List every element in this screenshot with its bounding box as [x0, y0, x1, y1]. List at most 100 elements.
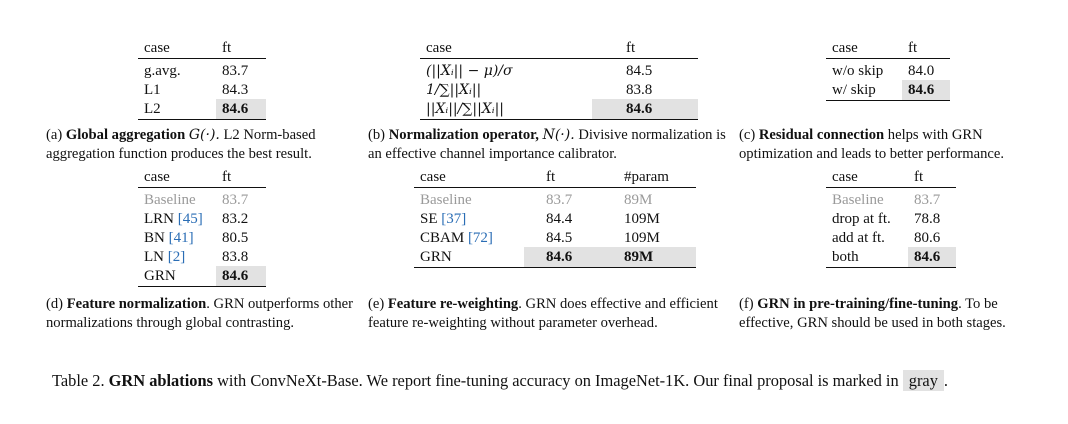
cell-ft: 84.3	[222, 82, 249, 98]
col-header-ft: ft	[216, 168, 266, 188]
col-header-ft: ft	[908, 168, 956, 188]
cell-ft: 84.0	[908, 63, 935, 79]
cell-ft-highlight: 84.6	[524, 247, 602, 268]
cell-ft-highlight: 84.6	[902, 80, 950, 101]
cell-ft: 80.6	[914, 230, 941, 246]
panel-e-caption: (e) Feature re-weighting. GRN does effec…	[368, 295, 726, 333]
panel-b-table: case ft (||Xᵢ|| − μ)/σ 84.5 1/∑||Xᵢ|| 83…	[420, 39, 698, 120]
panel-f-table: case ft Baseline 83.7 drop at ft. 78.8 a…	[826, 168, 956, 268]
citation-link[interactable]: [37]	[441, 211, 467, 227]
caption-math: N(·).	[542, 127, 575, 143]
table-row: w/o skip 84.0	[826, 59, 950, 81]
caption-text: . GRN does effective and efficient featu…	[368, 296, 718, 331]
table-row: 1/∑||Xᵢ|| 83.8	[420, 80, 698, 99]
cell-ft: 83.7	[546, 192, 573, 208]
cell-case: w/o skip	[832, 63, 884, 79]
table-caption-text: with ConvNeXt-Base. We report fine-tunin…	[217, 371, 899, 390]
col-header-case: case	[826, 39, 902, 59]
caption-label: (c)	[739, 127, 756, 143]
cell-param-highlight: 89M	[602, 247, 696, 268]
col-header-ft: ft	[902, 39, 950, 59]
panel-f-table-wrap: case ft Baseline 83.7 drop at ft. 78.8 a…	[826, 168, 956, 268]
cell-case: L1	[144, 82, 161, 98]
caption-label: (f)	[739, 296, 754, 312]
cell-param: 109M	[624, 230, 660, 246]
cell-ft-highlight: 84.6	[908, 247, 956, 268]
cell-param: 109M	[624, 211, 660, 227]
col-header-param: #param	[602, 168, 696, 188]
cell-ft: 84.5	[546, 230, 573, 246]
cell-ft: 78.8	[914, 211, 941, 227]
table-caption-title: GRN ablations	[108, 371, 213, 390]
citation-link[interactable]: [2]	[167, 249, 186, 265]
panel-f-caption: (f) GRN in pre-training/fine-tuning. To …	[739, 295, 1039, 333]
cell-ft-highlight: 84.6	[592, 99, 698, 120]
cell-case: SE [37]	[414, 209, 524, 228]
panel-a-table-wrap: case ft g.avg. 83.7 L1 84.3 L2 84.6	[138, 39, 266, 120]
table-row: w/ skip 84.6	[826, 80, 950, 101]
col-header-ft: ft	[592, 39, 698, 59]
caption-text: Divisive normalization is an effective c…	[368, 127, 726, 162]
caption-text: . GRN outperforms other normalizations t…	[46, 296, 353, 331]
citation-link[interactable]: [45]	[177, 211, 203, 227]
table-row: L2 84.6	[138, 99, 266, 120]
table-row: Baseline 83.7	[826, 188, 956, 210]
cell-case: GRN	[414, 247, 524, 268]
cell-case: drop at ft.	[832, 211, 891, 227]
panel-c-table-wrap: case ft w/o skip 84.0 w/ skip 84.6	[826, 39, 950, 101]
citation-link[interactable]: [72]	[467, 230, 493, 246]
table-caption-suffix: .	[943, 371, 948, 390]
cell-case: Baseline	[420, 192, 472, 208]
table-row: GRN 84.6 89M	[414, 247, 696, 268]
caption-title: Global aggregation	[65, 127, 186, 143]
caption-title: Feature re-weighting	[387, 296, 519, 312]
case-name: SE	[420, 211, 438, 227]
cell-ft: 83.7	[222, 192, 249, 208]
panel-a-table: case ft g.avg. 83.7 L1 84.3 L2 84.6	[138, 39, 266, 120]
table-row: L1 84.3	[138, 80, 266, 99]
col-header-case: case	[414, 168, 524, 188]
panel-b-caption: (b) Normalization operator, N(·). Divisi…	[368, 126, 726, 164]
table-row: BN [41] 80.5	[138, 228, 266, 247]
col-header-case: case	[138, 39, 216, 59]
cell-case: ||Xᵢ||/∑||Xᵢ||	[420, 99, 592, 120]
col-header-case: case	[826, 168, 908, 188]
caption-text: L2 Norm-based aggregation function produ…	[46, 127, 316, 162]
table-row: Baseline 83.7 89M	[414, 188, 696, 210]
table-row: (||Xᵢ|| − μ)/σ 84.5	[420, 59, 698, 81]
caption-title: Feature normalization	[66, 296, 207, 312]
cell-case: add at ft.	[832, 230, 885, 246]
caption-label: (b)	[368, 127, 386, 143]
col-header-ft: ft	[524, 168, 602, 188]
case-name: CBAM	[420, 230, 465, 246]
cell-ft: 80.5	[222, 230, 249, 246]
cell-case: 1/∑||Xᵢ||	[426, 82, 482, 98]
table-row: drop at ft. 78.8	[826, 209, 956, 228]
panel-d-caption: (d) Feature normalization. GRN outperfor…	[46, 295, 358, 333]
table-row: g.avg. 83.7	[138, 59, 266, 81]
cell-case: BN [41]	[138, 228, 216, 247]
panel-e-table: case ft #param Baseline 83.7 89M SE [37]…	[414, 168, 696, 268]
table-caption-prefix: Table 2.	[52, 371, 105, 390]
col-header-case: case	[138, 168, 216, 188]
cell-case: L2	[138, 99, 216, 120]
citation-link[interactable]: [41]	[168, 230, 194, 246]
cell-ft: 84.5	[626, 63, 653, 79]
panel-c-table: case ft w/o skip 84.0 w/ skip 84.6	[826, 39, 950, 101]
cell-case: both	[826, 247, 908, 268]
cell-case: Baseline	[144, 192, 196, 208]
cell-case: g.avg.	[144, 63, 181, 79]
table-caption: Table 2. GRN ablations with ConvNeXt-Bas…	[52, 370, 948, 392]
caption-label: (d)	[46, 296, 64, 312]
panel-d-table: case ft Baseline 83.7 LRN [45] 83.2 BN […	[138, 168, 266, 287]
table-row: GRN 84.6	[138, 266, 266, 287]
cell-ft: 83.8	[222, 249, 249, 265]
caption-text: helps with GRN optimization and leads to…	[739, 127, 1005, 162]
cell-ft: 83.2	[222, 211, 249, 227]
col-header-case: case	[420, 39, 592, 59]
col-header-ft: ft	[216, 39, 266, 59]
table-row: both 84.6	[826, 247, 956, 268]
panel-d-table-wrap: case ft Baseline 83.7 LRN [45] 83.2 BN […	[138, 168, 266, 287]
caption-title: Normalization operator,	[388, 127, 539, 143]
cell-ft-highlight: 84.6	[216, 99, 266, 120]
